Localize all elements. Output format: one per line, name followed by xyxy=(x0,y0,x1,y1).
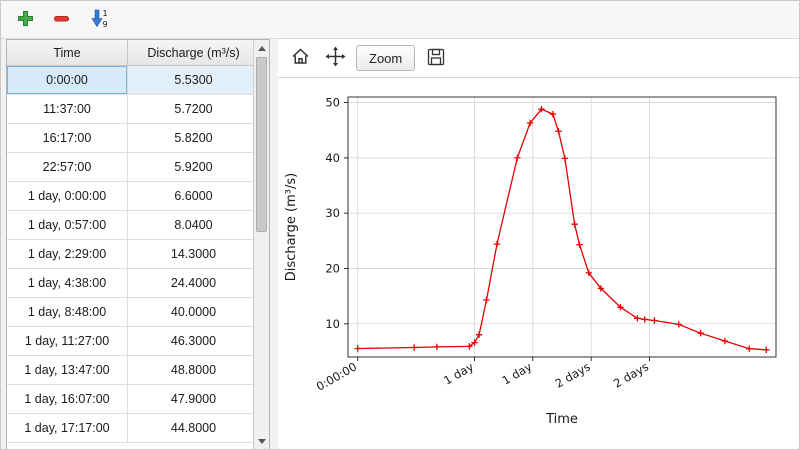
discharge-cell[interactable]: 5.8200 xyxy=(127,123,259,153)
svg-text:9: 9 xyxy=(102,20,107,29)
save-icon xyxy=(426,47,446,70)
table-row[interactable]: 1 day, 17:17:00 44.8000 xyxy=(7,413,259,443)
svg-text:Discharge (m³/s): Discharge (m³/s) xyxy=(284,173,299,281)
remove-row-button[interactable] xyxy=(47,6,75,34)
table-row[interactable]: 1 day, 4:38:00 24.4000 xyxy=(7,268,259,298)
time-cell[interactable]: 1 day, 13:47:00 xyxy=(7,355,128,385)
figure-area: 10 20 30 40 50 0:00:00 1 day 1 day 2 days 2 days D… xyxy=(278,78,800,449)
svg-text:1 day: 1 day xyxy=(441,359,476,387)
discharge-chart[interactable]: 10 20 30 40 50 0:00:00 1 day 1 day 2 days 2 days D… xyxy=(278,80,800,446)
svg-text:Time: Time xyxy=(545,412,578,427)
table-row[interactable]: 1 day, 8:48:00 40.0000 xyxy=(7,297,259,327)
table-row[interactable]: 16:17:00 5.8200 xyxy=(7,123,259,153)
table-row[interactable]: 1 day, 11:27:00 46.3000 xyxy=(7,326,259,356)
discharge-cell[interactable]: 6.6000 xyxy=(127,181,259,211)
discharge-cell[interactable]: 24.4000 xyxy=(127,268,259,298)
minus-icon xyxy=(52,9,71,31)
time-column-header[interactable]: Time xyxy=(7,40,128,66)
chart-toolbar: Zoom xyxy=(278,39,799,78)
main-toolbar: 1 9 xyxy=(1,1,799,39)
time-cell[interactable]: 1 day, 2:29:00 xyxy=(7,239,128,269)
scrollbar-track[interactable] xyxy=(254,56,269,433)
svg-text:50: 50 xyxy=(325,96,340,110)
svg-text:0:00:00: 0:00:00 xyxy=(314,359,359,393)
time-cell[interactable]: 1 day, 16:07:00 xyxy=(7,384,128,414)
plus-icon xyxy=(16,9,35,31)
time-cell[interactable]: 1 day, 0:00:00 xyxy=(7,181,128,211)
scroll-up-button[interactable] xyxy=(254,40,269,56)
timeseries-table-panel: Time Discharge (m³/s) 0:00:00 5.5300 11:37… xyxy=(6,39,270,449)
svg-text:1 day: 1 day xyxy=(499,359,534,387)
scrollbar-thumb[interactable] xyxy=(256,57,267,233)
discharge-cell[interactable]: 44.8000 xyxy=(127,413,259,443)
time-cell[interactable]: 1 day, 0:57:00 xyxy=(7,210,128,240)
table-row[interactable]: 1 day, 13:47:00 48.8000 xyxy=(7,355,259,385)
svg-text:20: 20 xyxy=(325,262,340,276)
discharge-cell[interactable]: 5.5300 xyxy=(127,65,259,95)
save-button[interactable] xyxy=(422,44,450,72)
time-cell[interactable]: 22:57:00 xyxy=(7,152,128,182)
chart-panel: Zoom 10 20 30 40 50 0:00:00 1 day 1 day 2 days 2 … xyxy=(278,39,800,449)
table-scrollbar[interactable] xyxy=(253,40,269,449)
discharge-column-header[interactable]: Discharge (m³/s) xyxy=(127,40,259,66)
discharge-cell[interactable]: 48.8000 xyxy=(127,355,259,385)
time-cell[interactable]: 1 day, 4:38:00 xyxy=(7,268,128,298)
time-cell[interactable]: 1 day, 11:27:00 xyxy=(7,326,128,356)
discharge-cell[interactable]: 8.0400 xyxy=(127,210,259,240)
pan-arrows-icon xyxy=(325,46,346,70)
timeseries-table: Time Discharge (m³/s) 0:00:00 5.5300 11:37… xyxy=(7,40,259,443)
sort-rows-button[interactable]: 1 9 xyxy=(87,6,115,34)
table-row[interactable]: 0:00:00 5.5300 xyxy=(7,65,259,95)
add-row-button[interactable] xyxy=(11,6,39,34)
svg-text:2 days: 2 days xyxy=(553,359,593,390)
time-cell[interactable]: 1 day, 8:48:00 xyxy=(7,297,128,327)
table-row[interactable]: 1 day, 2:29:00 14.3000 xyxy=(7,239,259,269)
table-row[interactable]: 1 day, 0:57:00 8.0400 xyxy=(7,210,259,240)
table-row[interactable]: 11:37:00 5.7200 xyxy=(7,94,259,124)
scroll-down-button[interactable] xyxy=(254,433,269,449)
svg-text:40: 40 xyxy=(325,151,340,165)
scroll-down-arrow-icon xyxy=(257,438,266,444)
discharge-cell[interactable]: 47.9000 xyxy=(127,384,259,414)
time-cell[interactable]: 11:37:00 xyxy=(7,94,128,124)
time-cell[interactable]: 16:17:00 xyxy=(7,123,128,153)
svg-text:2 days: 2 days xyxy=(611,359,651,390)
discharge-cell[interactable]: 46.3000 xyxy=(127,326,259,356)
discharge-cell[interactable]: 5.9200 xyxy=(127,152,259,182)
svg-text:30: 30 xyxy=(325,206,340,220)
sort-ascending-1-9-icon: 1 9 xyxy=(90,8,112,32)
table-header-row: Time Discharge (m³/s) xyxy=(7,40,259,66)
home-button[interactable] xyxy=(286,44,314,72)
time-cell[interactable]: 1 day, 17:17:00 xyxy=(7,413,128,443)
home-icon xyxy=(290,46,311,70)
svg-text:10: 10 xyxy=(325,317,340,331)
zoom-button[interactable]: Zoom xyxy=(356,45,416,71)
table-row[interactable]: 22:57:00 5.9200 xyxy=(7,152,259,182)
scroll-up-arrow-icon xyxy=(257,45,266,51)
discharge-cell[interactable]: 14.3000 xyxy=(127,239,259,269)
time-cell[interactable]: 0:00:00 xyxy=(7,65,128,95)
svg-text:1: 1 xyxy=(102,9,107,18)
discharge-cell[interactable]: 40.0000 xyxy=(127,297,259,327)
pan-button[interactable] xyxy=(321,44,349,72)
discharge-cell[interactable]: 5.7200 xyxy=(127,94,259,124)
main-area: Time Discharge (m³/s) 0:00:00 5.5300 11:37… xyxy=(1,39,800,449)
table-row[interactable]: 1 day, 0:00:00 6.6000 xyxy=(7,181,259,211)
table-row[interactable]: 1 day, 16:07:00 47.9000 xyxy=(7,384,259,414)
